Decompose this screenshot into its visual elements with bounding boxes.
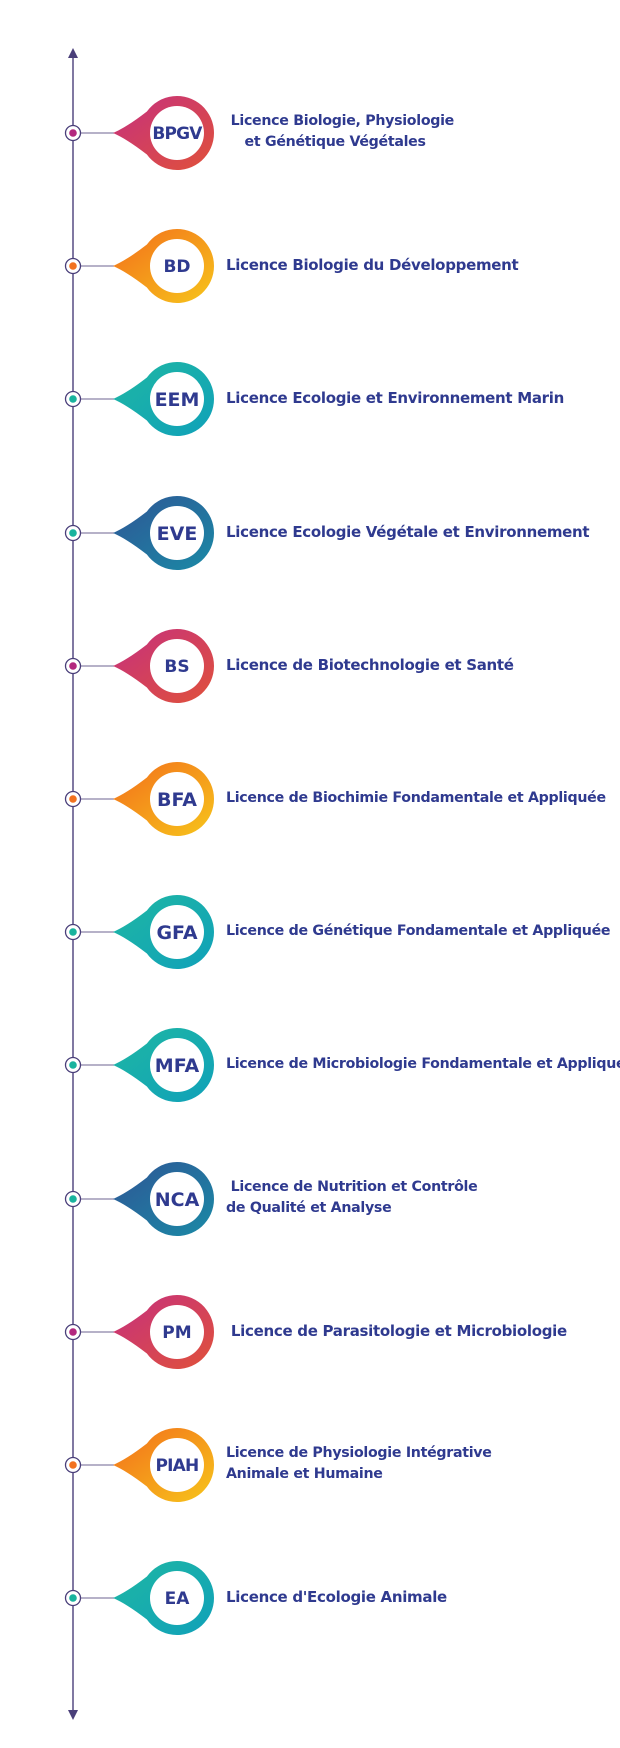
- badge-inner-circle: [150, 239, 204, 293]
- timeline-dot-center: [69, 795, 77, 803]
- timeline-dot-center: [69, 1461, 77, 1469]
- badge-code: BS: [164, 657, 189, 677]
- timeline-dot-center: [69, 1061, 77, 1069]
- badge-code: PIAH: [156, 1456, 199, 1476]
- badge-inner-circle: [150, 506, 204, 560]
- timeline-node: BS: [64, 628, 214, 703]
- badge-code: BFA: [157, 789, 197, 811]
- licence-label: Licence Ecologie et Environnement Marin: [226, 388, 564, 407]
- licence-label: Licence de Parasitologie et Microbiologi…: [226, 1321, 567, 1340]
- badge-code: EEM: [155, 389, 200, 411]
- badge-inner-circle: [150, 1305, 204, 1359]
- timeline-dot-center: [69, 928, 77, 936]
- timeline-dot-center: [69, 1594, 77, 1602]
- badge-code: BD: [163, 257, 190, 277]
- badge-code: EVE: [157, 523, 198, 545]
- timeline-dot-center: [69, 662, 77, 670]
- timeline-dot-center: [69, 395, 77, 403]
- badge-code: BPGV: [152, 124, 203, 144]
- timeline-node: BPGV: [64, 96, 214, 171]
- timeline-dot-center: [69, 129, 77, 137]
- timeline-node: MFA: [64, 1027, 214, 1102]
- arrow-down-icon: [68, 1710, 78, 1720]
- timeline-node: EVE: [64, 496, 215, 570]
- badge-inner-circle: [150, 372, 204, 426]
- licence-label: Licence de Génétique Fondamentale et App…: [226, 922, 611, 939]
- badge-inner-circle: [150, 772, 204, 826]
- licence-label: Licence Ecologie Végétale et Environneme…: [226, 522, 590, 541]
- badge-code: PM: [162, 1323, 191, 1343]
- arrow-up-icon: [68, 48, 78, 58]
- timeline-node: PIAH: [64, 1428, 215, 1502]
- timeline-dot-center: [69, 262, 77, 270]
- badge-inner-circle: [150, 1172, 204, 1226]
- badge-code: EA: [165, 1589, 191, 1609]
- timeline-node: BD: [64, 229, 214, 303]
- timeline-dot-center: [69, 1195, 77, 1203]
- timeline-dot-center: [69, 1328, 77, 1336]
- licence-label: Licence de Nutrition et Contrôle de Qual…: [226, 1179, 478, 1216]
- licence-label: Licence de Physiologie Intégrative Anima…: [226, 1445, 492, 1482]
- badge-inner-circle: [150, 1438, 204, 1492]
- timeline-node: EEM: [64, 362, 214, 436]
- timeline-node: NCA: [64, 1162, 214, 1237]
- badge-code: MFA: [155, 1055, 200, 1077]
- licence-label: Licence d'Ecologie Animale: [226, 1587, 447, 1606]
- licence-label: Licence Biologie, Physiologie et Génétiq…: [230, 113, 455, 150]
- timeline-node: GFA: [64, 894, 214, 970]
- licence-label: Licence de Biochimie Fondamentale et App…: [226, 789, 606, 806]
- licence-label: Licence de Biotechnologie et Santé: [226, 655, 514, 674]
- badge-inner-circle: [150, 1038, 204, 1092]
- badge-inner-circle: [150, 1571, 204, 1625]
- badge-inner-circle: [150, 905, 204, 959]
- badge-code: NCA: [155, 1189, 200, 1211]
- timeline-node: PM: [64, 1295, 214, 1369]
- badge-inner-circle: [150, 639, 204, 693]
- licence-label: Licence Biologie du Développement: [226, 255, 519, 274]
- timeline-dot-center: [69, 529, 77, 537]
- timeline-node: BFA: [64, 762, 214, 836]
- timeline-node: EA: [64, 1561, 214, 1635]
- licence-label: Licence de Microbiologie Fondamentale et…: [226, 1055, 620, 1072]
- badge-inner-circle: [150, 106, 204, 160]
- badge-code: GFA: [156, 922, 197, 944]
